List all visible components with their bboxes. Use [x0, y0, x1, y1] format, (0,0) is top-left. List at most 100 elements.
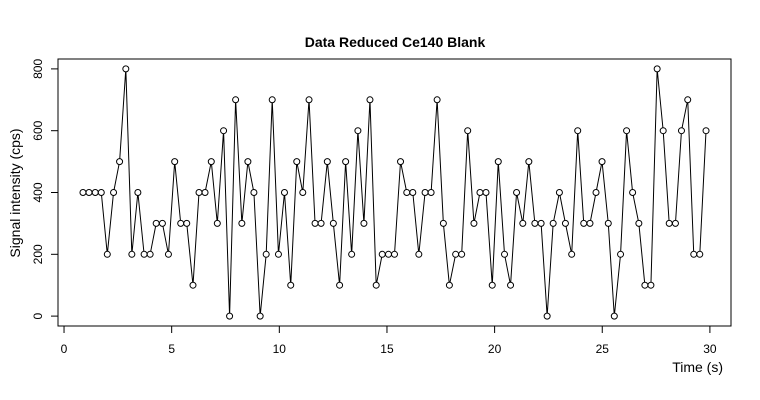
- data-point: [287, 281, 295, 289]
- x-tick-label: 20: [488, 342, 502, 356]
- data-point: [677, 127, 685, 135]
- data-point: [189, 281, 197, 289]
- data-point: [110, 189, 118, 196]
- y-tick-label: 200: [31, 244, 45, 264]
- data-point: [342, 158, 350, 166]
- data-point: [452, 250, 460, 258]
- data-point: [336, 281, 344, 289]
- data-point: [79, 189, 87, 196]
- data-point: [647, 281, 655, 289]
- data-point: [280, 189, 288, 196]
- data-point: [152, 219, 160, 227]
- data-point: [549, 219, 557, 227]
- data-point: [128, 250, 136, 258]
- data-point: [403, 189, 411, 196]
- data-point: [256, 312, 264, 320]
- y-tick-label: 800: [31, 59, 45, 79]
- data-point: [415, 250, 423, 258]
- x-tick-label: 30: [703, 342, 717, 356]
- data-point: [299, 189, 307, 196]
- data-point: [238, 219, 246, 227]
- data-point: [561, 219, 569, 227]
- data-point: [629, 189, 637, 196]
- data-point: [482, 189, 490, 196]
- data-point: [470, 219, 478, 227]
- y-tick-label: 600: [31, 120, 45, 140]
- data-point: [501, 250, 509, 258]
- data-point: [213, 219, 221, 227]
- data-point: [360, 219, 368, 227]
- data-point: [671, 219, 679, 227]
- data-point: [201, 189, 209, 196]
- data-point: [445, 281, 453, 289]
- x-axis-label: Time (s): [672, 359, 723, 375]
- data-point: [329, 219, 337, 227]
- data-point: [207, 158, 215, 166]
- chart-title: Data Reduced Ce140 Blank: [305, 34, 486, 50]
- data-point: [85, 189, 93, 196]
- data-point: [232, 96, 240, 104]
- data-point: [244, 158, 252, 166]
- data-point: [384, 250, 392, 258]
- data-point: [177, 219, 185, 227]
- data-point: [158, 219, 166, 227]
- data-point: [268, 96, 276, 104]
- data-point: [513, 189, 521, 196]
- data-point: [146, 250, 154, 258]
- data-point: [641, 281, 649, 289]
- data-point: [171, 158, 179, 166]
- data-point: [568, 250, 576, 258]
- data-point: [433, 96, 441, 104]
- data-point: [354, 127, 362, 135]
- data-point: [262, 250, 270, 258]
- data-point: [665, 219, 673, 227]
- data-point: [531, 219, 539, 227]
- data-point: [250, 189, 258, 196]
- data-point: [507, 281, 515, 289]
- data-point: [623, 127, 631, 135]
- data-point: [635, 219, 643, 227]
- data-point: [617, 250, 625, 258]
- data-point: [653, 65, 661, 73]
- x-tick-label: 25: [596, 342, 610, 356]
- data-point: [543, 312, 551, 320]
- x-tick-label: 0: [61, 342, 68, 356]
- data-point: [391, 250, 398, 258]
- data-point: [220, 127, 228, 135]
- data-point: [140, 250, 148, 258]
- data-point: [195, 189, 203, 196]
- data-point: [378, 250, 386, 258]
- data-point: [103, 250, 111, 258]
- x-tick-label: 5: [168, 342, 175, 356]
- data-point: [592, 189, 600, 196]
- data-point: [574, 127, 582, 135]
- data-point: [586, 219, 594, 227]
- data-point: [555, 189, 563, 196]
- data-point: [134, 189, 142, 196]
- x-tick-label: 15: [380, 342, 394, 356]
- data-point: [409, 189, 417, 196]
- data-point: [696, 250, 704, 258]
- data-point: [580, 219, 588, 227]
- data-point: [598, 158, 606, 166]
- data-point: [397, 158, 405, 166]
- data-point: [702, 127, 710, 135]
- data-point: [690, 250, 698, 258]
- data-point: [317, 219, 325, 227]
- data-point: [427, 189, 435, 196]
- data-point: [519, 219, 527, 227]
- data-point: [91, 189, 99, 196]
- data-point: [311, 219, 319, 227]
- data-point: [183, 219, 191, 227]
- data-point: [372, 281, 380, 289]
- y-tick-label: 0: [31, 312, 45, 319]
- data-point: [97, 189, 105, 196]
- data-point: [293, 158, 301, 166]
- x-tick-label: 10: [273, 342, 287, 356]
- data-point: [305, 96, 313, 104]
- data-point: [659, 127, 667, 135]
- data-point: [366, 96, 374, 104]
- data-point: [494, 158, 502, 166]
